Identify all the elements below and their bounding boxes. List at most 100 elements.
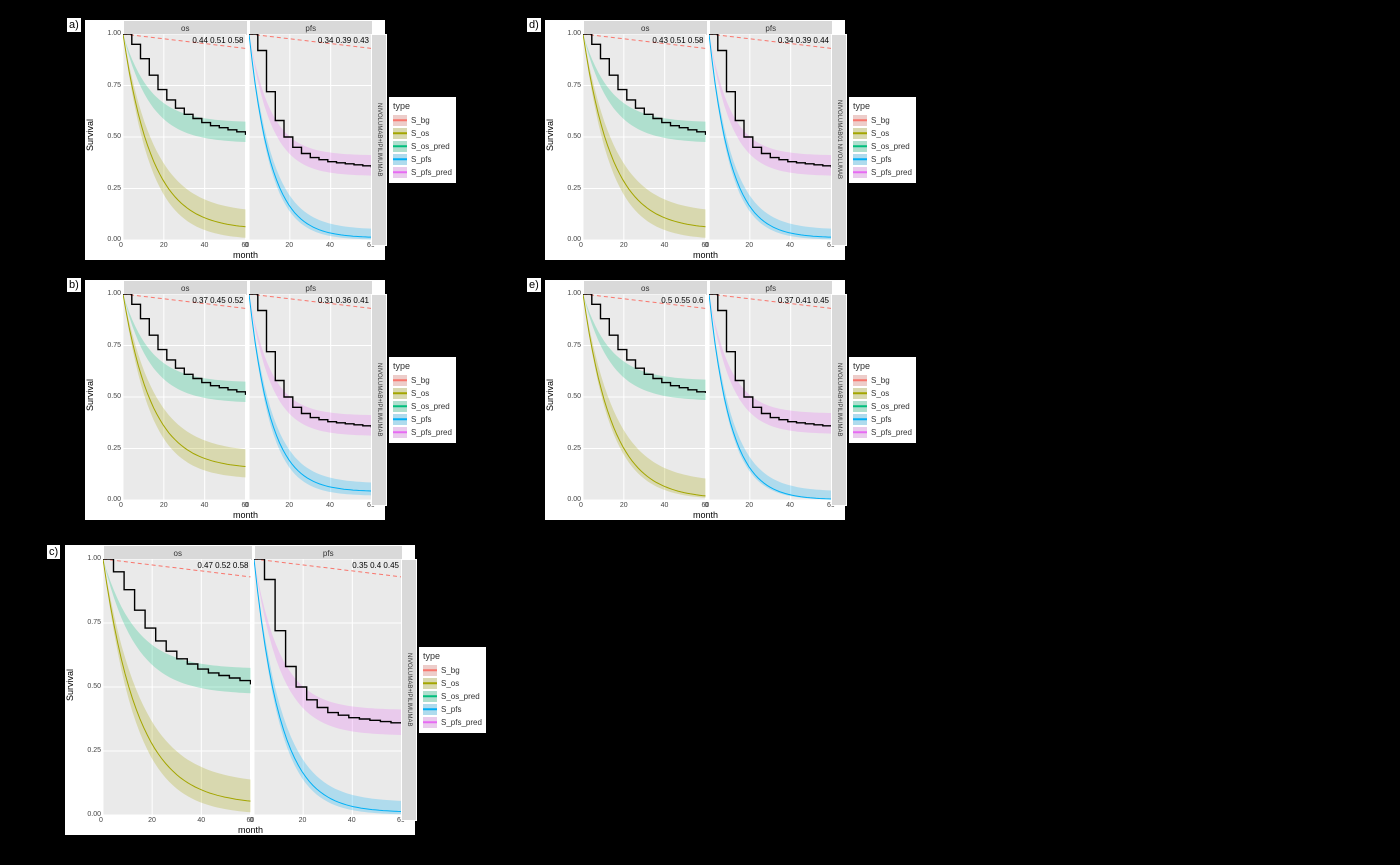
legend-key [853,167,867,178]
legend-label: S_pfs [871,155,891,164]
legend-label: S_os [411,129,429,138]
legend-key [853,115,867,126]
plot-os: 0.47 0.52 0.58 [103,559,251,815]
page: a)Survival0.000.250.500.751.00os0.44 0.5… [0,0,1400,865]
annot-pfs: 0.34 0.39 0.44 [778,36,829,45]
x-tick: 20 [620,502,628,509]
legend-label: S_os [441,679,459,688]
legend-key [393,414,407,425]
annot-pfs: 0.34 0.39 0.43 [318,36,369,45]
y-axis-title: Survival [545,379,555,411]
x-tick: 0 [119,502,123,509]
y-axis-title: Survival [85,119,95,151]
curves-os [123,34,246,240]
annot-os: 0.43 0.51 0.58 [652,36,703,45]
legend-key [393,154,407,165]
legend-item: S_os [853,127,912,139]
legend: type S_bg S_os S_os_pred S_pfs S_pfs_pred [419,647,486,733]
panel-a: a)Survival0.000.250.500.751.00os0.44 0.5… [85,20,385,260]
legend-key [393,388,407,399]
legend-label: S_bg [441,666,460,675]
x-tick: 20 [620,242,628,249]
plot-pfs: 0.34 0.39 0.43 [249,34,372,240]
legend-label: S_pfs_pred [871,428,912,437]
y-tick: 0.75 [567,82,581,89]
row-strip: NIVOLUMAB+IPILIMUMAB [401,559,417,821]
legend-label: S_os_pred [871,142,910,151]
x-tick: 40 [661,242,669,249]
legend-title: type [393,101,452,111]
legend-label: S_pfs_pred [411,168,452,177]
x-tick: 0 [250,817,254,824]
y-tick: 0.50 [567,393,581,400]
plot-os: 0.37 0.45 0.52 [123,294,246,500]
x-tick: 20 [745,242,753,249]
x-tick: 40 [326,242,334,249]
legend-key [393,115,407,126]
panel-c: c)Survival0.000.250.500.751.00os0.47 0.5… [65,545,415,835]
x-tick: 20 [299,817,307,824]
legend-key [853,414,867,425]
legend-item: S_bg [853,114,912,126]
panel-label: d) [527,18,541,32]
legend-key [853,154,867,165]
panel-e: e)Survival0.000.250.500.751.00os0.5 0.55… [545,280,845,520]
legend-label: S_pfs [871,415,891,424]
curves-os [123,294,246,500]
legend-label: S_pfs_pred [411,428,452,437]
x-tick: 20 [285,242,293,249]
x-tick: 40 [201,502,209,509]
y-tick: 0.25 [87,747,101,754]
plot-pfs: 0.34 0.39 0.44 [709,34,832,240]
panel-label: c) [47,545,60,559]
legend-label: S_pfs [411,155,431,164]
x-tick: 20 [285,502,293,509]
y-tick: 0.75 [87,619,101,626]
y-tick: 0.25 [567,445,581,452]
y-axis-title: Survival [545,119,555,151]
x-axis-title: month [233,510,258,520]
x-tick: 20 [148,817,156,824]
legend-item: S_pfs [853,413,912,425]
legend-item: S_bg [393,114,452,126]
legend-item: S_bg [423,664,482,676]
annot-os: 0.5 0.55 0.6 [661,296,703,305]
x-tick: 0 [579,502,583,509]
legend: typeS_bgS_osS_os_predS_pfsS_pfs_pred [849,357,916,443]
legend-key [853,401,867,412]
y-tick: 0.25 [107,445,121,452]
legend-key [393,401,407,412]
legend-item: S_pfs_pred [853,426,912,438]
legend-title: type [423,651,482,661]
legend-item: S_os [853,387,912,399]
y-tick: 0.50 [87,683,101,690]
x-axis-title: month [693,250,718,260]
legend-label: S_os_pred [411,402,450,411]
annot-os: 0.44 0.51 0.58 [192,36,243,45]
annot-os: 0.37 0.45 0.52 [192,296,243,305]
legend-item: S_os [393,127,452,139]
legend-label: S_pfs [441,705,461,714]
legend-item: S_os [393,387,452,399]
legend-key [393,427,407,438]
y-tick: 0.50 [107,133,121,140]
legend-item: S_pfs [393,413,452,425]
x-tick: 20 [160,502,168,509]
legend-key [853,128,867,139]
legend-item: S_os_pred [393,400,452,412]
legend-key [853,427,867,438]
legend-label: S_pfs_pred [441,718,482,727]
legend-label: S_os [871,129,889,138]
panel-b: b)Survival0.000.250.500.751.00os0.37 0.4… [85,280,385,520]
curves-pfs [254,559,402,815]
curves-os [583,34,706,240]
panel-label: e) [527,278,541,292]
legend-title: type [393,361,452,371]
x-tick: 0 [705,242,709,249]
x-axis-title: month [233,250,258,260]
y-tick: 0.75 [567,342,581,349]
legend-item: S_os_pred [423,690,482,702]
y-tick: 0.75 [107,82,121,89]
legend-key [423,704,437,715]
row-strip: NIVOLUMAB+IPILIMUMAB [371,34,387,246]
